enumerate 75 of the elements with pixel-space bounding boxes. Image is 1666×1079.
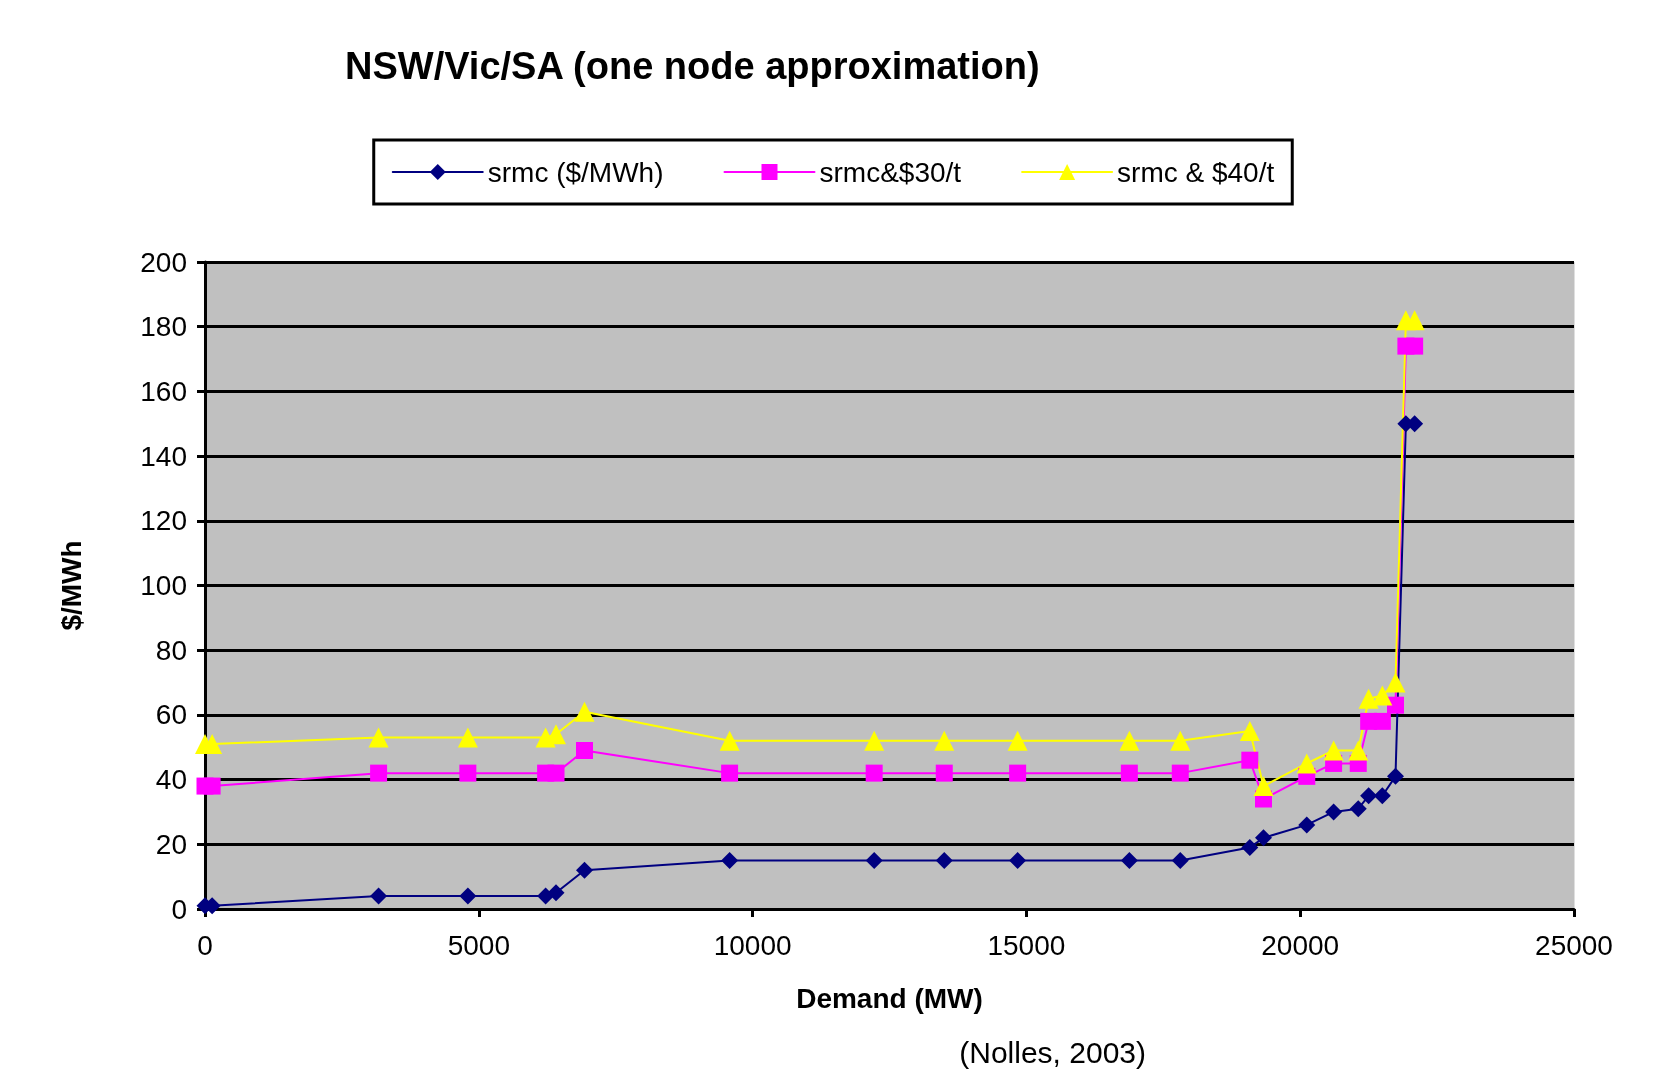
point [721,851,739,869]
y-tick-label: 140 [140,440,187,472]
point [1372,685,1393,706]
point [1358,688,1379,709]
point [935,851,953,869]
point [1009,764,1027,782]
point [1255,829,1273,847]
x-tick-label: 5000 [447,929,510,961]
point [1009,851,1027,869]
point [865,764,883,782]
point [1120,764,1138,782]
chart-title: NSW/Vic/SA (one node approximation) [345,45,1040,87]
point [864,730,885,751]
point [1325,803,1343,821]
point [574,701,595,722]
y-tick-label: 0 [171,893,187,925]
x-tick-label: 10000 [713,929,792,961]
y-tick-label: 60 [155,699,187,731]
point [1007,730,1028,751]
point [1171,764,1189,782]
legend-label: srmc & $40/t [1117,156,1275,188]
point [1171,851,1189,869]
point [1360,787,1378,805]
point [1241,751,1259,769]
point [370,887,388,905]
point [1253,776,1274,797]
y-tick-label: 180 [140,311,187,343]
point [719,730,740,751]
point [1170,730,1191,751]
point [934,730,955,751]
y-tick-label: 20 [155,828,187,860]
point [368,727,389,748]
x-tick-label: 15000 [987,929,1066,961]
point [203,777,221,795]
point [1349,800,1367,818]
y-tick-label: 100 [140,570,187,601]
y-tick-label: 40 [155,764,187,796]
point [1241,839,1259,857]
point [721,764,739,782]
point [1120,851,1138,869]
point [1298,816,1316,834]
point [1348,740,1369,761]
point [1373,712,1391,730]
point [547,884,565,902]
point [575,861,593,879]
point [1386,767,1404,785]
x-tick-label: 25000 [1535,929,1613,961]
y-tick-label: 160 [140,375,187,407]
point [1385,672,1406,693]
point [865,851,883,869]
x-tick-label: 20000 [1261,929,1340,961]
point [370,764,388,782]
point [1386,696,1404,714]
point [575,741,593,759]
y-tick-label: 80 [155,634,187,666]
y-tick-label: 120 [140,505,187,537]
point [1323,740,1344,761]
point [457,727,478,748]
point [1239,721,1260,742]
point [459,887,477,905]
point [1119,730,1140,751]
y-tick-label: 200 [140,246,187,278]
point [1296,753,1317,774]
point [1373,787,1391,805]
point [935,764,953,782]
point [1404,310,1425,331]
x-tick-label: 0 [197,929,213,961]
point [1406,337,1424,355]
point [547,764,565,782]
text: (Nolles, 2003) [959,1035,1147,1069]
point [459,764,477,782]
x-axis-title: Demand (MW) [796,982,983,1014]
legend-label: srmc ($/MWh) [487,156,664,188]
legend-label: srmc&$30/t [819,156,962,188]
y-axis-title: $/MWh [55,540,87,631]
